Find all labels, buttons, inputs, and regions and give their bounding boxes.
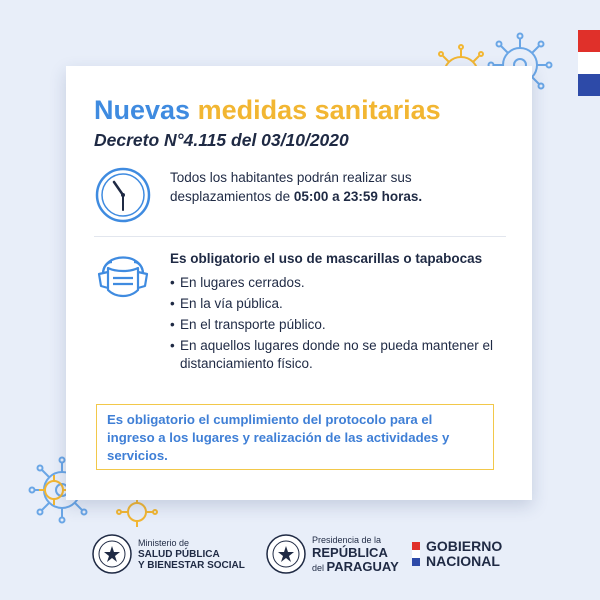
ministry-line1: Ministerio de	[138, 537, 190, 548]
government-line1: GOBIERNO	[426, 538, 503, 554]
presidency-logo: Presidencia de la REPÚBLICA del PARAGUAY	[266, 528, 399, 580]
protocol-notice: Es obligatorio el cumplimiento del proto…	[96, 404, 494, 470]
ministry-line2: SALUD PÚBLICA	[138, 548, 220, 560]
title-part1: Nuevas	[94, 95, 191, 125]
ministry-logo: Ministerio de SALUD PÚBLICA Y BIENESTAR …	[92, 528, 245, 580]
title-part2: medidas sanitarias	[197, 95, 441, 125]
ministry-line3: Y BIENESTAR SOCIAL	[138, 559, 245, 571]
flag-icon	[412, 542, 420, 566]
presidency-line3-small: del	[312, 562, 325, 573]
list-item: En el transporte público.	[170, 316, 510, 334]
mask-heading: Es obligatorio el uso de mascarillas o t…	[170, 251, 483, 266]
face-mask-icon	[97, 256, 149, 298]
mask-section: Es obligatorio el uso de mascarillas o t…	[170, 250, 510, 376]
info-card: Nuevas medidas sanitarias Decreto N°4.11…	[66, 66, 532, 500]
list-item: En aquellos lugares donde no se pueda ma…	[170, 337, 510, 373]
seal-icon	[266, 534, 306, 574]
paraguay-flag	[578, 30, 600, 96]
footer-logos: Ministerio de SALUD PÚBLICA Y BIENESTAR …	[0, 528, 600, 588]
mask-locations-list: En lugares cerrados. En la vía pública. …	[170, 274, 510, 373]
decree-subtitle: Decreto N°4.115 del 03/10/2020	[94, 130, 349, 150]
hours-text: Todos los habitantes podrán realizar sus…	[170, 168, 506, 206]
government-logo: GOBIERNO NACIONAL	[412, 528, 502, 580]
hours-section: Todos los habitantes podrán realizar sus…	[94, 166, 506, 228]
ministry-text: Ministerio de SALUD PÚBLICA Y BIENESTAR …	[138, 538, 245, 571]
hours-text-bold: 05:00 a 23:59 horas.	[293, 189, 423, 204]
government-text: GOBIERNO NACIONAL	[426, 539, 502, 569]
presidency-text: Presidencia de la REPÚBLICA del PARAGUAY	[312, 535, 399, 574]
seal-icon	[92, 534, 132, 574]
government-line2: NACIONAL	[426, 553, 500, 569]
section-divider	[94, 236, 506, 237]
presidency-line1: Presidencia de la	[312, 534, 382, 545]
presidency-line3-big: PARAGUAY	[326, 558, 399, 574]
presidency-line2: REPÚBLICA	[312, 544, 388, 560]
hours-text-regular: Todos los habitantes podrán realizar sus…	[170, 170, 412, 204]
clock-icon	[95, 167, 151, 223]
virus-icon	[116, 491, 158, 527]
list-item: En lugares cerrados.	[170, 274, 510, 292]
list-item: En la vía pública.	[170, 295, 510, 313]
page-title: Nuevas medidas sanitarias	[94, 94, 504, 126]
